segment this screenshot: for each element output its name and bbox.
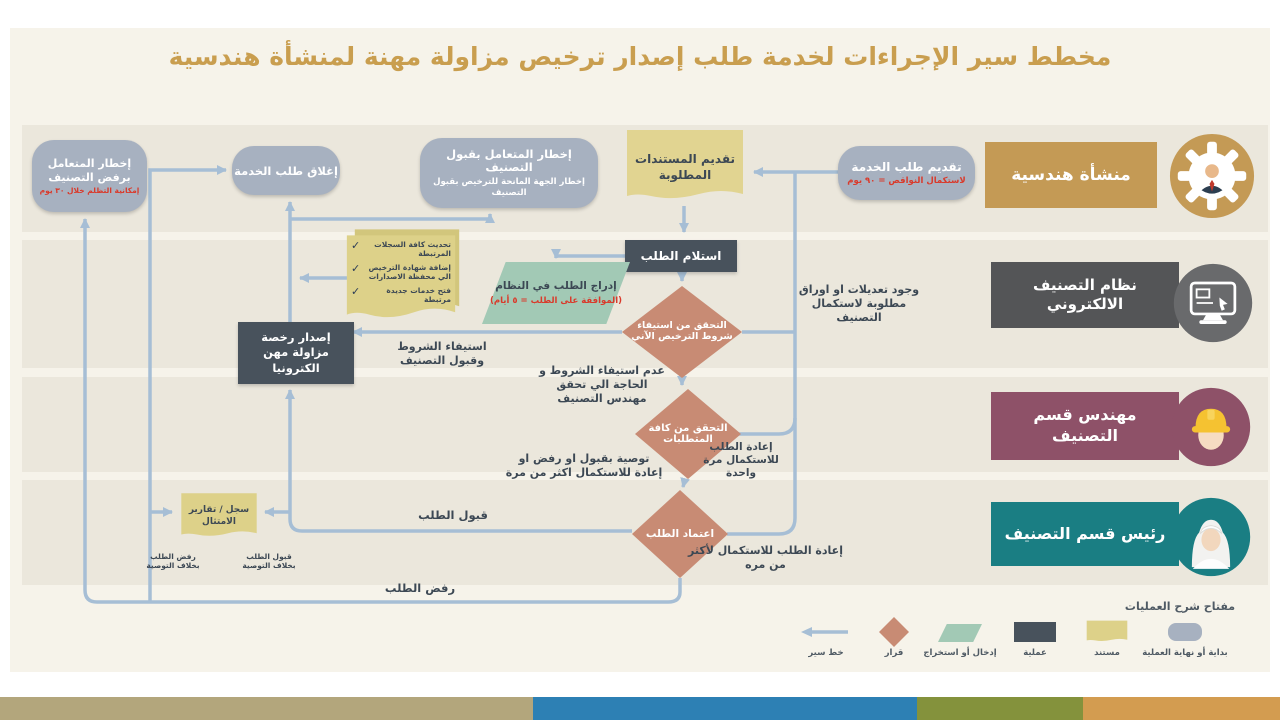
- document-shape: [627, 130, 743, 199]
- node-note: لاستكمال النواقص = ٩٠ يوم: [847, 176, 966, 186]
- node-label: إخطار المتعامل بقبول التصنيف: [446, 146, 572, 175]
- node-label: التحقق من استيفاء شروط الترخيص الآني: [631, 320, 733, 342]
- edge-label-conditions-not-met: عدم استيفاء الشروط و الحاجة الي تحقق مهن…: [539, 364, 665, 405]
- edge-label-accept-contrary: قبول الطلب بخلاف التوصية: [242, 552, 296, 571]
- legend-start-end-shape: [1168, 623, 1202, 641]
- document-shape: [181, 493, 257, 536]
- edge-label-recommendation: توصية بقبول او رفض او إعادة للاستكمال اك…: [505, 452, 663, 479]
- node-system-note: ✓ تحديث كافة السجلات المرتبطة ✓ إضافة شه…: [345, 229, 460, 329]
- legend-document-label: مستند: [1094, 648, 1120, 658]
- node-note: إخطار الجهة المانحة للترخيص بقبول التصني…: [433, 177, 585, 198]
- node-notify-accept: إخطار المتعامل بقبول التصنيف إخطار الجهة…: [420, 138, 598, 208]
- edge-label-accept: قبول الطلب: [418, 508, 488, 522]
- note-item-text: تحديث كافة السجلات المرتبطة: [374, 240, 451, 259]
- edge-label-reject: رفض الطلب: [384, 581, 456, 595]
- check-icon: ✓: [351, 284, 361, 298]
- legend-input-output-label: إدخال أو استخراج: [923, 648, 997, 658]
- node-label: إدراج الطلب في النظام: [495, 280, 617, 293]
- node-notify-reject: إخطار المتعامل برفض التصنيف إمكانية التظ…: [32, 140, 147, 212]
- node-note: (الموافقة على الطلب = ٥ أيام): [489, 295, 623, 306]
- computer-icon: [1173, 263, 1253, 343]
- department-head-icon: [1171, 497, 1251, 577]
- note-item: ✓ فتح خدمات جديدة مرتبطة: [351, 286, 451, 305]
- legend-start-end-label: بداية أو نهاية العملية: [1142, 648, 1228, 658]
- lane-label-establishment: منشأة هندسية: [985, 142, 1157, 208]
- edge-label-reject-contrary: رفض الطلب بخلاف التوصية: [146, 552, 200, 571]
- note-item-text: فتح خدمات جديدة مرتبطة: [386, 285, 451, 304]
- node-label: اعتماد الطلب: [645, 527, 715, 540]
- edge-label-conditions-met: استيفاء الشروط وقبول التصنيف: [397, 340, 487, 367]
- lane-label-system: نظام التصنيف الالكتروني: [991, 262, 1179, 328]
- note-item-text: إضافة شهادة الترخيص الي محفظة الاصدارات: [368, 262, 451, 282]
- node-compliance-log: سجل / تقارير الامتثال: [180, 492, 258, 542]
- gear-person-icon: [1169, 133, 1255, 219]
- legend-process-label: عملية: [1023, 648, 1047, 658]
- node-receive-request: استلام الطلب: [625, 240, 737, 272]
- node-label: سجل / تقارير الامتثال: [188, 505, 250, 527]
- edge-label-mods-required: وجود تعديلات او اوراق مطلوبة لاستكمال ال…: [798, 283, 920, 324]
- node-submit-request: تقديم طلب الخدمة لاستكمال النواقص = ٩٠ ي…: [838, 146, 975, 200]
- legend-flow-line-shape: [801, 627, 848, 637]
- check-icon: ✓: [351, 239, 361, 252]
- node-label: إخطار المتعامل برفض التصنيف: [47, 157, 132, 184]
- legend-flow-line-label: خط سير: [808, 648, 844, 658]
- legend-input-output-shape: [938, 624, 982, 642]
- note-front-sheet: [346, 235, 456, 318]
- node-label: تقديم المستندات المطلوبة: [635, 152, 735, 182]
- footer-bar-orange: [1083, 697, 1280, 720]
- legend-process-shape: [1014, 622, 1056, 642]
- node-insert-request: إدراج الطلب في النظام (الموافقة على الطل…: [482, 262, 630, 324]
- page-title: مخطط سير الإجراءات لخدمة طلب إصدار ترخيص…: [168, 42, 1112, 71]
- legend-document-shape: [1086, 620, 1128, 642]
- node-approve-request: اعتماد الطلب: [632, 490, 728, 578]
- edge-label-return-many: إعادة الطلب للاستكمال لأكثر من مره: [688, 544, 843, 571]
- node-label: تقديم طلب الخدمة: [851, 160, 962, 174]
- footer-bar-tan: [0, 697, 533, 720]
- node-submit-documents: تقديم المستندات المطلوبة: [625, 128, 745, 208]
- footer-bar-olive: [917, 697, 1083, 720]
- legend-title: مفتاح شرح العمليات: [1124, 600, 1236, 613]
- node-check-instant-conditions: التحقق من استيفاء شروط الترخيص الآني: [622, 286, 742, 378]
- check-icon: ✓: [351, 261, 361, 275]
- legend-decision-label: قرار: [884, 648, 904, 658]
- lane-label-head: رئيس قسم التصنيف: [991, 502, 1179, 566]
- note-item: ✓ تحديث كافة السجلات المرتبطة: [351, 240, 451, 259]
- edge-label-return-once: إعادة الطلب للاستكمال مرة واحدة: [703, 441, 779, 480]
- footer-bar-blue: [533, 697, 917, 720]
- note-item: ✓ إضافة شهادة الترخيص الي محفظة الاصدارا…: [351, 263, 451, 282]
- node-close-request: إغلاق طلب الخدمة: [232, 146, 340, 195]
- node-label: التحقق من كافة المتطلبات: [648, 422, 728, 446]
- parallelogram-shape: [482, 262, 630, 324]
- node-issue-license: إصدار رخصة مزاولة مهن الكترونيا: [238, 322, 354, 384]
- lane-label-engineer: مهندس قسم التصنيف: [991, 392, 1179, 460]
- engineer-icon: [1171, 387, 1251, 467]
- node-check-all-requirements: التحقق من كافة المتطلبات: [635, 389, 741, 479]
- node-note: إمكانية التظلم خلال ٣٠ يوم: [39, 185, 140, 195]
